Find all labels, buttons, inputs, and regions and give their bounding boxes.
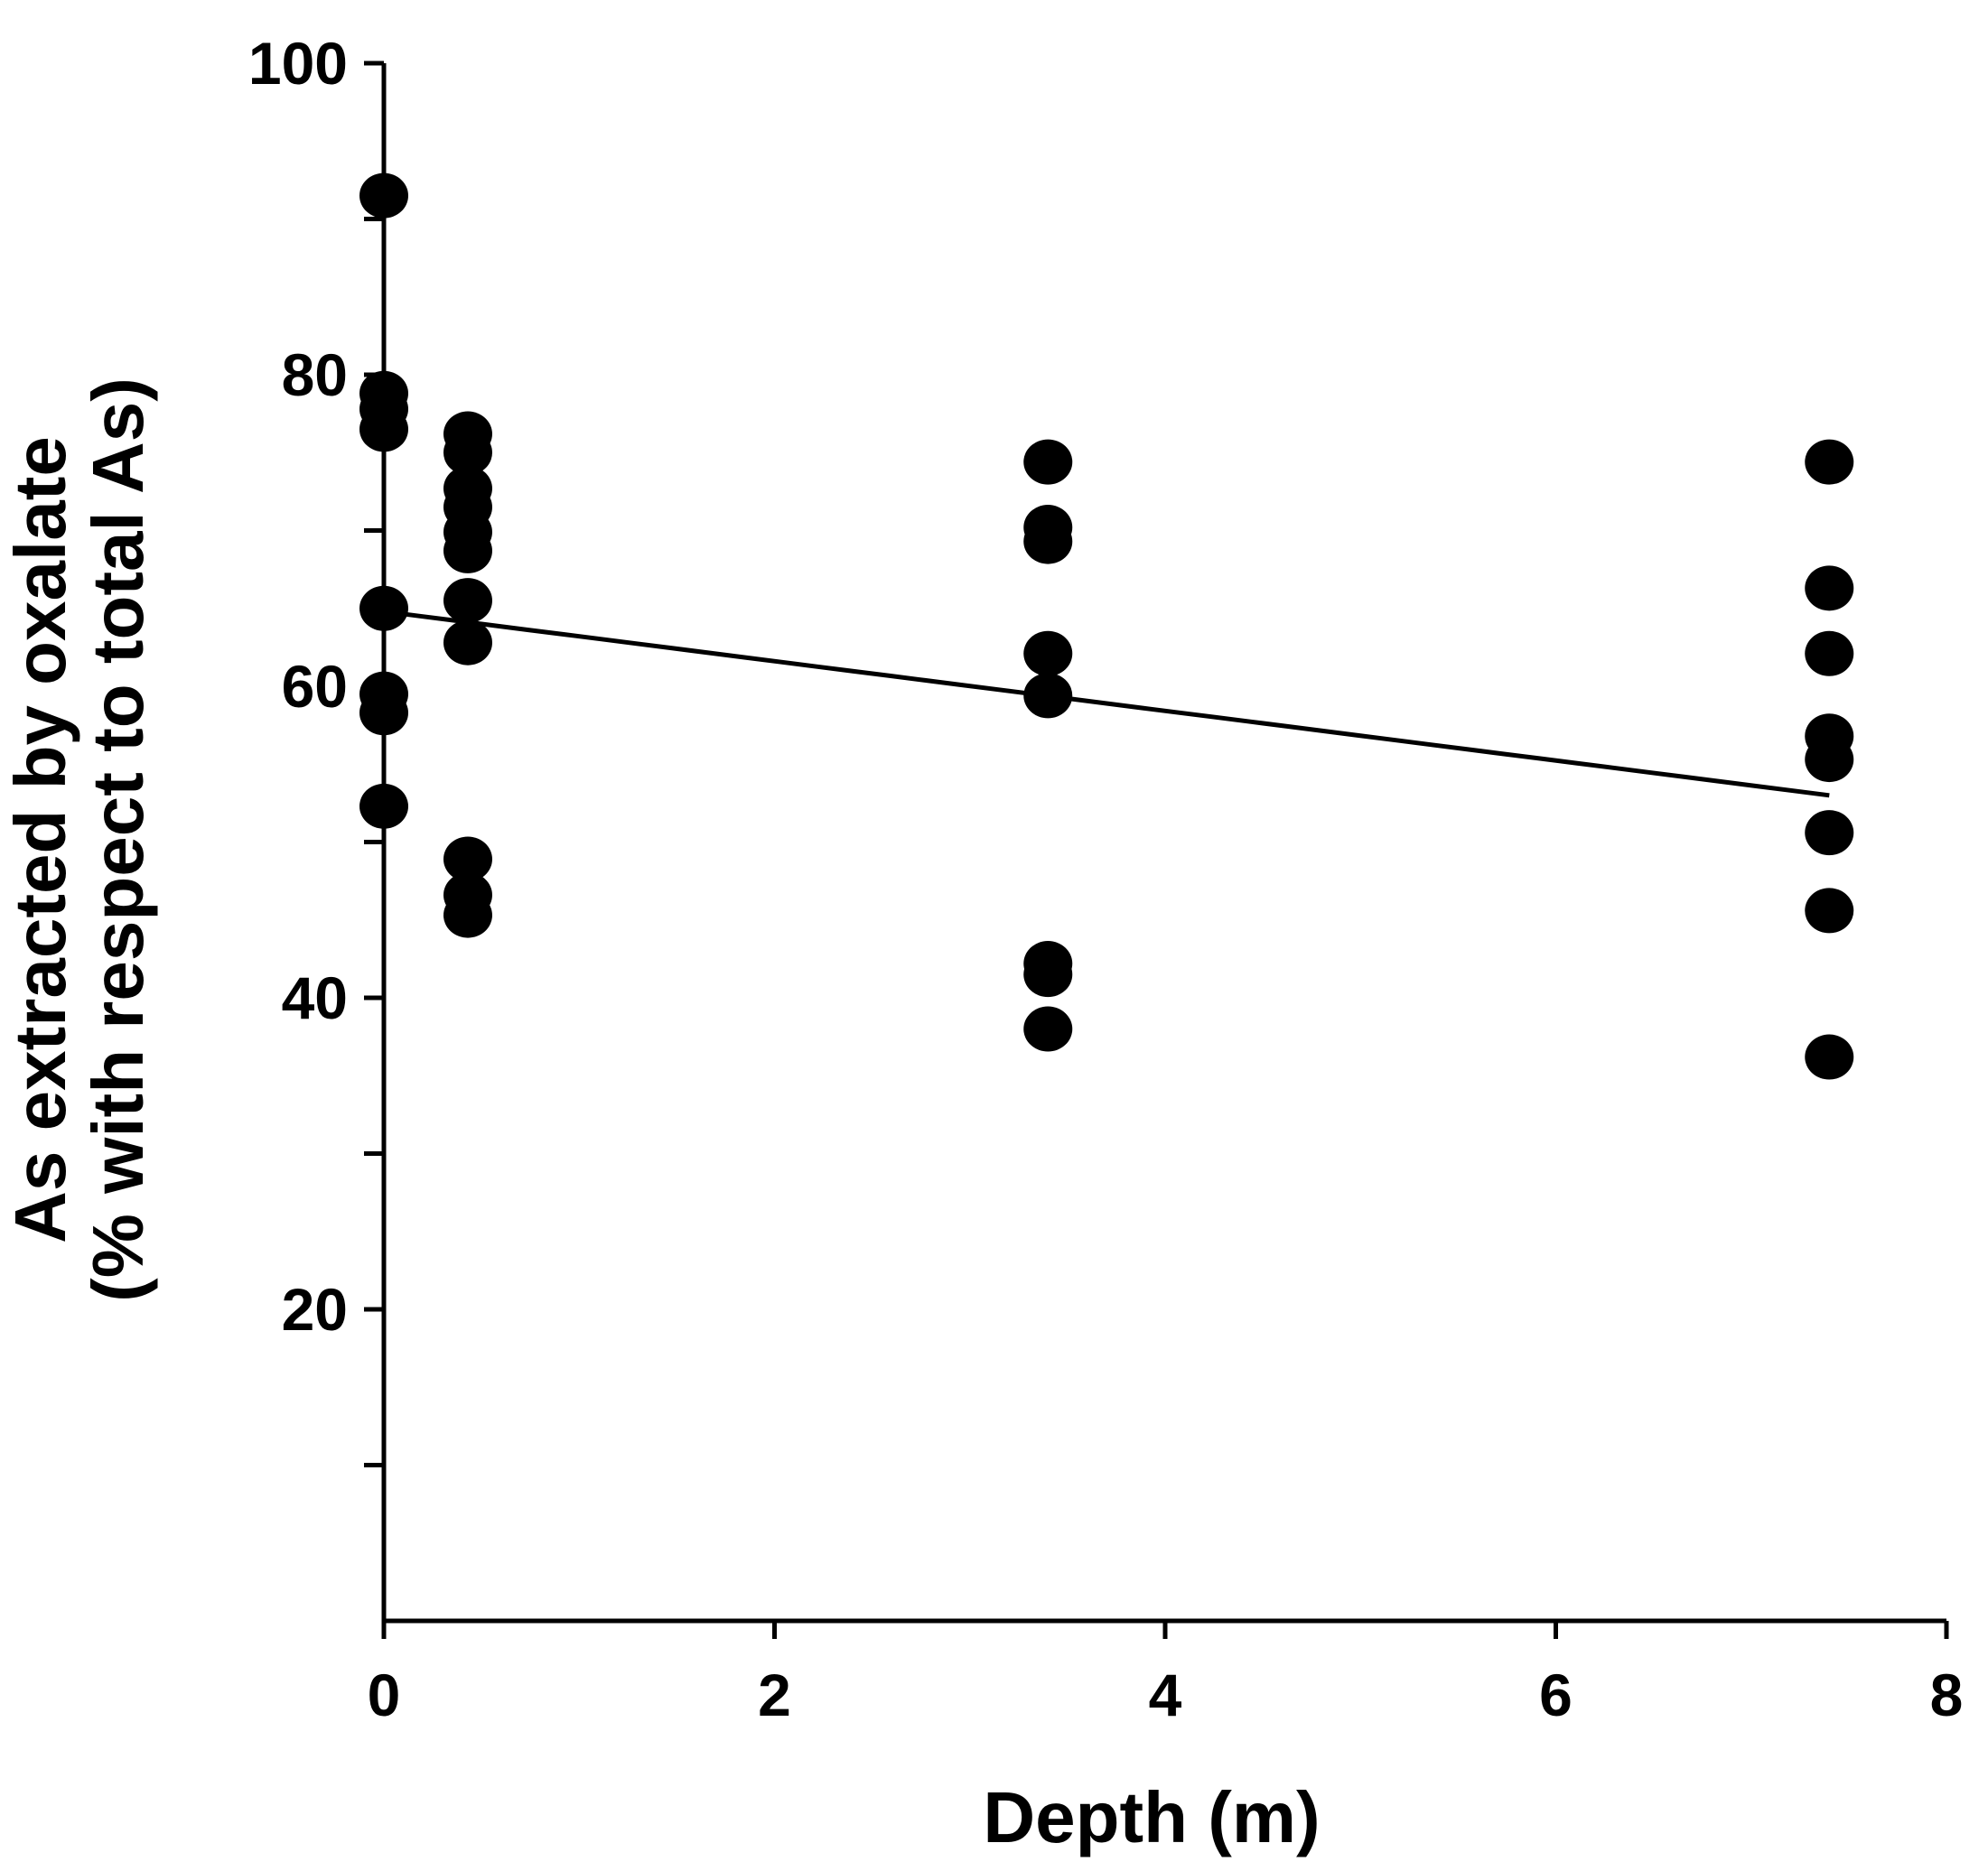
y-tick-label: 100 xyxy=(248,30,348,97)
y-axis-title-line1: As extracted by oxalate xyxy=(0,436,80,1243)
y-axis-ticks: 20 40 60 80 100 xyxy=(248,30,384,1467)
data-point xyxy=(359,585,408,631)
y-tick-label: 80 xyxy=(282,341,348,408)
x-tick-label: 2 xyxy=(758,1662,791,1728)
data-point xyxy=(443,836,492,882)
x-tick-label: 4 xyxy=(1149,1662,1182,1728)
data-point xyxy=(1023,673,1073,719)
x-axis-title: Depth (m) xyxy=(983,1777,1320,1857)
data-point xyxy=(1805,565,1854,611)
data-point xyxy=(1805,630,1854,676)
data-point xyxy=(1023,1006,1073,1052)
data-point xyxy=(1805,439,1854,485)
data-point xyxy=(443,578,492,624)
data-point xyxy=(443,430,492,476)
data-point xyxy=(1805,810,1854,856)
x-axis-ticks: 0 2 4 6 8 xyxy=(368,1621,1964,1728)
data-point xyxy=(359,690,408,736)
data-points xyxy=(359,172,1854,1080)
y-tick-label: 60 xyxy=(282,653,348,720)
data-point xyxy=(1805,737,1854,783)
y-axis-title-line2: (% with respect to total As) xyxy=(78,377,158,1302)
y-tick-label: 40 xyxy=(282,964,348,1031)
x-tick-label: 8 xyxy=(1930,1662,1964,1728)
data-point xyxy=(1023,439,1073,485)
trend-line xyxy=(383,609,1830,798)
data-point xyxy=(1805,888,1854,934)
data-point xyxy=(1805,1034,1854,1080)
data-point xyxy=(443,892,492,938)
data-point xyxy=(443,527,492,573)
data-point xyxy=(359,406,408,452)
data-point xyxy=(1023,518,1073,564)
data-point xyxy=(443,619,492,666)
data-point xyxy=(1023,952,1073,998)
data-point xyxy=(359,783,408,829)
data-point xyxy=(359,172,408,219)
x-tick-label: 6 xyxy=(1539,1662,1573,1728)
x-tick-label: 0 xyxy=(368,1662,401,1728)
data-point xyxy=(1023,630,1073,676)
y-tick-label: 20 xyxy=(282,1276,348,1343)
